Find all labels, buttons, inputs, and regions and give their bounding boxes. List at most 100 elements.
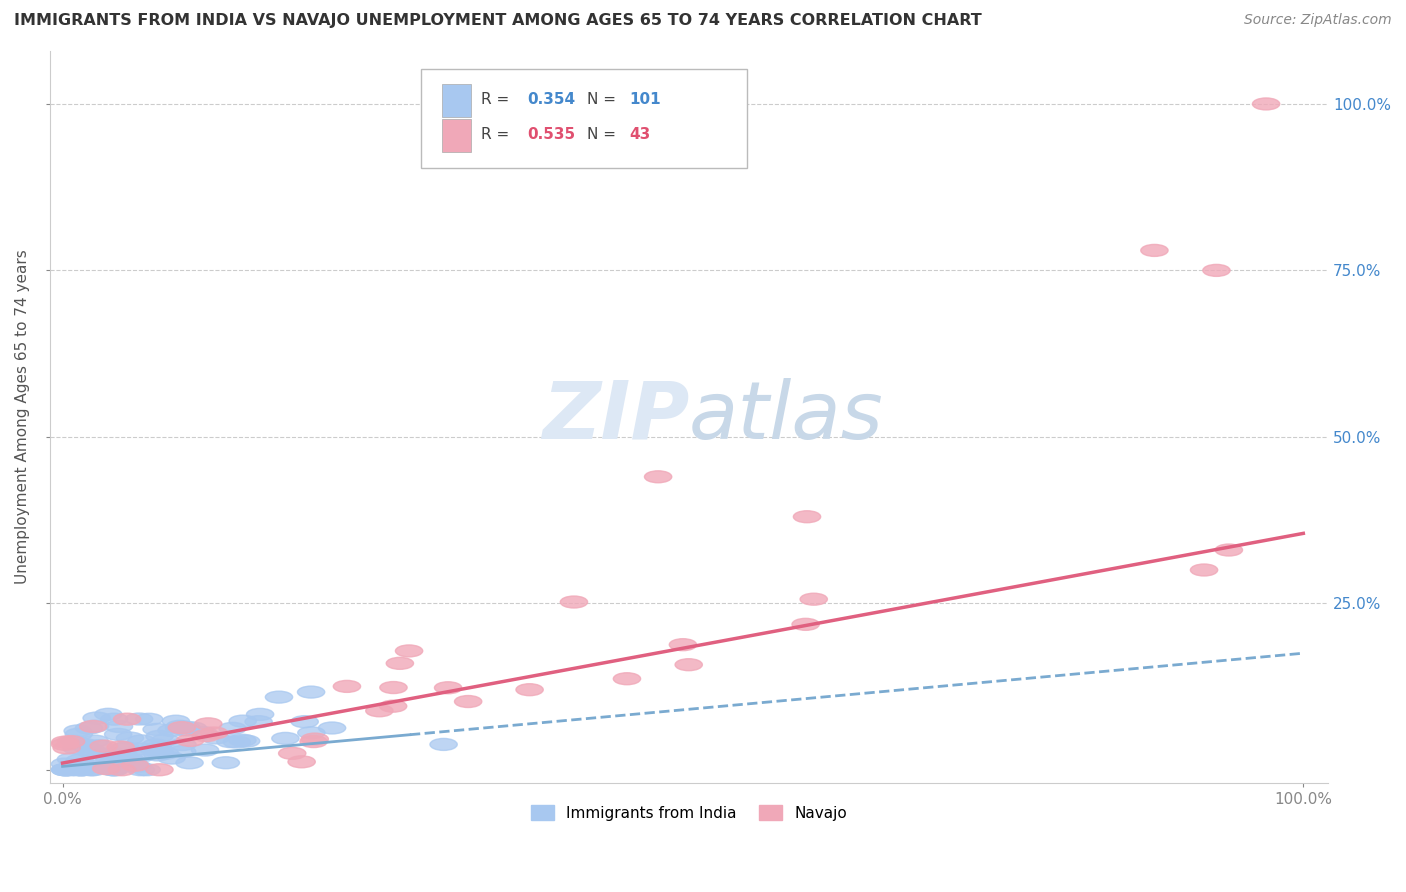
Ellipse shape [77, 760, 104, 772]
Ellipse shape [84, 751, 111, 764]
Ellipse shape [100, 764, 127, 776]
Ellipse shape [121, 759, 149, 772]
Ellipse shape [298, 727, 325, 739]
Ellipse shape [128, 743, 156, 755]
Ellipse shape [135, 714, 163, 725]
FancyBboxPatch shape [443, 84, 471, 117]
Ellipse shape [53, 742, 80, 754]
Ellipse shape [65, 725, 91, 737]
Ellipse shape [434, 681, 461, 694]
Ellipse shape [56, 763, 84, 774]
Ellipse shape [63, 742, 90, 755]
Ellipse shape [127, 764, 155, 776]
Ellipse shape [112, 742, 139, 754]
Ellipse shape [128, 735, 155, 747]
Ellipse shape [52, 764, 79, 776]
Ellipse shape [63, 764, 90, 776]
Ellipse shape [152, 747, 179, 759]
Ellipse shape [166, 723, 193, 734]
Text: Source: ZipAtlas.com: Source: ZipAtlas.com [1244, 13, 1392, 28]
Ellipse shape [84, 739, 112, 752]
Text: 0.354: 0.354 [527, 92, 575, 107]
Ellipse shape [52, 758, 79, 770]
Text: atlas: atlas [689, 378, 884, 456]
Ellipse shape [82, 735, 108, 747]
Ellipse shape [793, 511, 821, 523]
Text: R =: R = [481, 92, 515, 107]
Ellipse shape [91, 760, 120, 772]
Ellipse shape [104, 729, 132, 740]
Ellipse shape [105, 721, 132, 732]
Ellipse shape [202, 732, 229, 744]
Ellipse shape [146, 764, 173, 776]
Ellipse shape [53, 764, 80, 776]
Ellipse shape [146, 747, 173, 758]
Ellipse shape [169, 746, 195, 757]
Ellipse shape [1191, 564, 1218, 576]
Ellipse shape [169, 739, 197, 750]
Ellipse shape [67, 764, 96, 776]
Ellipse shape [101, 714, 128, 725]
Ellipse shape [1215, 544, 1243, 556]
Ellipse shape [173, 724, 200, 736]
Ellipse shape [108, 764, 135, 776]
Ellipse shape [152, 734, 179, 746]
Ellipse shape [291, 715, 318, 728]
Ellipse shape [217, 736, 245, 747]
Ellipse shape [232, 735, 260, 747]
Ellipse shape [454, 696, 482, 707]
Ellipse shape [98, 747, 127, 759]
Ellipse shape [387, 657, 413, 669]
Ellipse shape [134, 764, 160, 776]
Ellipse shape [111, 753, 139, 764]
Ellipse shape [107, 741, 135, 753]
Ellipse shape [143, 749, 172, 761]
Ellipse shape [72, 740, 98, 752]
Ellipse shape [157, 724, 186, 737]
Text: N =: N = [586, 92, 621, 107]
Ellipse shape [100, 750, 127, 762]
Ellipse shape [124, 761, 150, 772]
Ellipse shape [79, 744, 105, 756]
Ellipse shape [52, 764, 80, 776]
Ellipse shape [80, 721, 107, 732]
Ellipse shape [59, 764, 86, 775]
Ellipse shape [70, 739, 98, 750]
Text: 0.535: 0.535 [527, 128, 575, 143]
Ellipse shape [117, 753, 143, 765]
Ellipse shape [644, 471, 672, 483]
Ellipse shape [145, 742, 172, 754]
Ellipse shape [143, 723, 170, 735]
Ellipse shape [58, 764, 84, 776]
Ellipse shape [141, 744, 169, 756]
Ellipse shape [101, 764, 128, 776]
Ellipse shape [1253, 98, 1279, 110]
Ellipse shape [380, 700, 406, 712]
Ellipse shape [191, 744, 219, 756]
Ellipse shape [76, 723, 103, 734]
Ellipse shape [142, 739, 170, 751]
Ellipse shape [561, 596, 588, 608]
Ellipse shape [301, 733, 329, 745]
Ellipse shape [65, 762, 91, 774]
Ellipse shape [177, 734, 204, 747]
Ellipse shape [67, 764, 94, 776]
Ellipse shape [100, 756, 127, 767]
Ellipse shape [288, 756, 315, 768]
Ellipse shape [792, 618, 820, 631]
Ellipse shape [675, 658, 703, 671]
Ellipse shape [245, 715, 273, 728]
Ellipse shape [67, 764, 96, 776]
Ellipse shape [63, 761, 91, 773]
Ellipse shape [366, 705, 394, 717]
Ellipse shape [176, 756, 204, 769]
FancyBboxPatch shape [420, 69, 747, 168]
Ellipse shape [1202, 264, 1230, 277]
Ellipse shape [169, 722, 195, 733]
Ellipse shape [111, 742, 139, 755]
Ellipse shape [77, 764, 104, 776]
Ellipse shape [613, 673, 641, 685]
Ellipse shape [125, 713, 153, 725]
Ellipse shape [173, 722, 200, 733]
Ellipse shape [179, 722, 207, 734]
